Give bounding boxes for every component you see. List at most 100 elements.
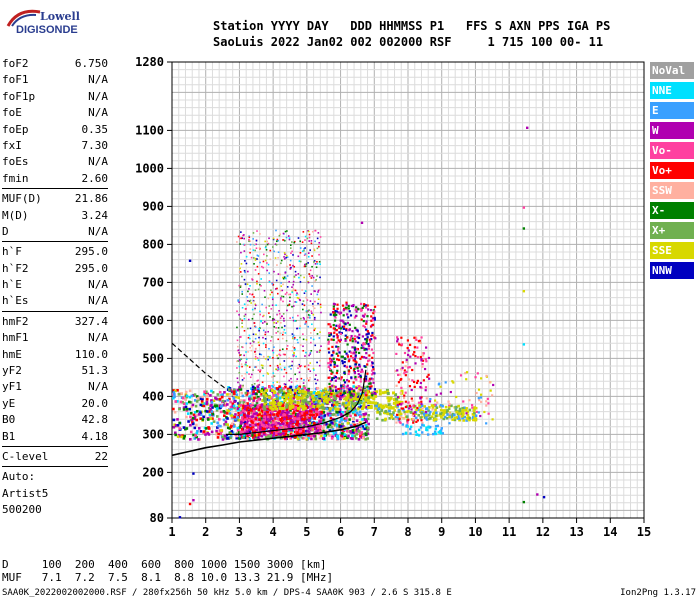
echo-point [491,394,494,397]
echo-point [240,363,243,365]
echo-point [343,437,346,440]
echo-point [270,397,273,400]
echo-point [334,389,338,392]
echo-point [254,357,257,360]
echo-point [343,360,346,364]
echo-point [256,230,258,232]
echo-point [444,405,448,409]
echo-point [397,408,401,412]
echo-point [420,419,423,422]
echo-point [350,388,353,391]
echo-point [362,413,365,416]
echo-point [238,401,242,404]
echo-point [279,289,282,292]
echo-point [329,385,332,389]
echo-point [468,399,471,402]
echo-point [453,418,457,422]
echo-point [370,319,373,322]
echo-point [251,422,255,425]
echo-point [448,406,451,409]
echo-point [414,416,418,420]
echo-point [332,302,336,305]
echo-point [254,432,258,435]
echo-point [315,413,319,416]
echo-point [257,369,260,372]
echo-point [275,304,277,307]
echo-point [361,306,364,309]
echo-point [360,346,363,350]
echo-point [249,293,251,295]
echo-point [360,407,364,411]
echo-point [333,405,337,409]
echo-point [207,426,210,429]
echo-point [407,401,410,404]
echo-point [339,332,342,335]
echo-point [251,412,255,416]
echo-point [361,418,364,421]
echo-point [182,408,186,411]
echo-point [328,400,331,403]
scaled-parameters-panel: foF2 6.750 foF1 N/A foF1p N/A foE N/A foEp 0.35 fx… [2,56,108,519]
echo-point [302,231,305,233]
y-tick-label: 900 [142,199,164,213]
echo-point [339,319,342,322]
echo-point [415,433,418,436]
echo-point [335,329,338,332]
echo-point [240,419,243,423]
echo-point [436,401,439,404]
echo-point [330,369,333,372]
echo-point [253,382,256,385]
echo-point [439,408,443,412]
echo-point [264,394,268,398]
echo-point [279,433,283,436]
echo-point [522,206,526,209]
echo-point [262,329,265,332]
echo-point [316,275,318,277]
echo-point [283,368,286,371]
param-name: C-level [2,449,49,463]
echo-point [357,437,361,441]
echo-point [459,412,462,416]
echo-point [413,385,416,389]
echo-point [420,359,423,362]
file-info: SAA0K_2022002002000.RSF / 280fx256h 50 k… [2,588,452,598]
echo-point [256,282,258,285]
echo-point [399,378,402,382]
echo-point [236,416,240,419]
echo-point [432,411,436,415]
echo-point [431,408,434,411]
echo-point [307,255,310,258]
echo-point [372,368,375,371]
echo-point [244,283,247,285]
echo-point [296,431,299,434]
echo-point [273,326,276,328]
echo-point [173,431,177,435]
echo-point [444,381,447,384]
echo-point [356,392,360,396]
echo-point [420,411,423,415]
echo-point [316,386,320,390]
echo-point [288,398,292,402]
echo-point [253,322,256,324]
echo-point [204,409,207,413]
echo-point [362,315,366,318]
echo-point [244,363,247,366]
echo-point [296,409,299,412]
param-value: N/A [88,331,108,345]
echo-point [251,423,255,427]
echo-point [248,334,251,337]
echo-point [288,280,290,283]
echo-point [182,402,186,406]
echo-point [275,426,279,430]
param-value: N/A [88,278,108,292]
echo-point [352,385,355,388]
echo-point [339,338,343,341]
echo-point [354,355,357,358]
param-name: yE [2,396,16,410]
echo-point [349,423,353,427]
echo-point [265,421,268,424]
echo-point [419,410,422,413]
echo-point [255,437,259,440]
echo-point [463,406,466,410]
echo-point [253,351,256,353]
